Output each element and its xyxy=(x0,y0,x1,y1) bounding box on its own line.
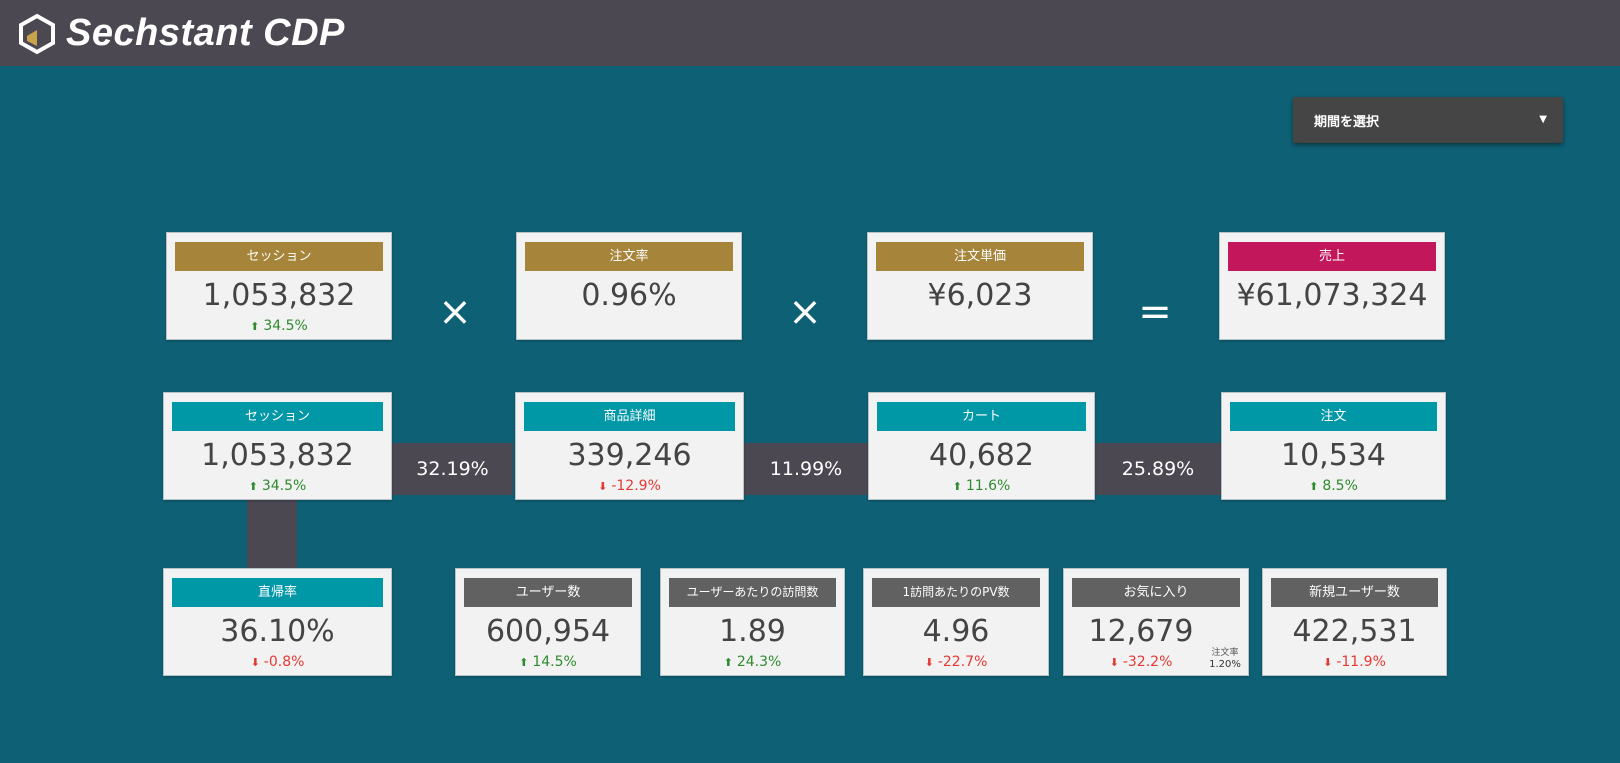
arrow-up-icon: ⬆ xyxy=(952,480,962,493)
arrow-down-icon: ⬇ xyxy=(598,480,608,493)
card-header: 商品詳細 xyxy=(524,402,735,431)
card-header: 注文 xyxy=(1230,402,1437,431)
card-change: ⬆ 34.5% xyxy=(250,318,308,334)
card-change: ⬇ -11.9% xyxy=(1323,654,1386,670)
card-change: ⬆ 34.5% xyxy=(248,478,307,494)
card-value: 1,053,832 xyxy=(202,278,356,313)
card-header: ユーザーあたりの訪問数 xyxy=(669,578,836,607)
card-value: 1,053,832 xyxy=(201,438,354,473)
conversion-rate-1: 32.19% xyxy=(392,443,513,495)
card-change: ⬇ -0.8% xyxy=(250,654,305,670)
funnel-product-detail-card: 商品詳細 339,246 ⬇ -12.9% xyxy=(515,392,744,500)
card-change: ⬇ -12.9% xyxy=(598,478,661,494)
card-change: ⬆ 24.3% xyxy=(723,654,782,670)
arrow-down-icon: ⬇ xyxy=(250,656,260,669)
arrow-up-icon: ⬆ xyxy=(519,656,529,669)
card-value: 36.10% xyxy=(220,614,335,649)
equals-operator: = xyxy=(1138,289,1172,335)
card-value: 1.89 xyxy=(719,614,786,649)
card-change: ⬇ -22.7% xyxy=(924,654,988,670)
card-value: 422,531 xyxy=(1292,614,1417,649)
card-change: ⬆ 8.5% xyxy=(1309,478,1358,494)
card-value: 10,534 xyxy=(1281,438,1386,473)
conversion-rate-3: 25.89% xyxy=(1095,443,1221,495)
card-value: 40,682 xyxy=(929,438,1034,473)
card-header: ユーザー数 xyxy=(464,578,632,607)
card-value: 4.96 xyxy=(922,614,990,649)
pv-per-visit-card: 1訪問あたりのPV数 4.96 ⬇ -22.7% xyxy=(863,568,1049,676)
multiply-operator: × xyxy=(438,289,472,335)
app-title: Sechstant CDP xyxy=(66,12,345,54)
card-change: ⬆ 11.6% xyxy=(952,478,1011,494)
arrow-down-icon: ⬇ xyxy=(1323,656,1333,669)
card-header: 新規ユーザー数 xyxy=(1271,578,1438,607)
card-header: 売上 xyxy=(1228,242,1436,271)
visits-per-user-card: ユーザーあたりの訪問数 1.89 ⬆ 24.3% xyxy=(660,568,845,676)
card-change: ⬇ -32.2% xyxy=(1109,654,1173,670)
period-select-label: 期間を選択 xyxy=(1314,115,1380,130)
card-header: 直帰率 xyxy=(172,578,383,607)
card-value: 0.96% xyxy=(581,278,677,313)
favorites-order-rate-label: 注文率 xyxy=(1211,648,1239,658)
card-value: 12,679 xyxy=(1088,614,1194,649)
bounce-connector xyxy=(247,498,297,570)
formula-sessions-card: セッション 1,053,832 ⬆ 34.5% xyxy=(166,232,392,340)
formula-unit-price-card: 注文単価 ¥6,023 xyxy=(867,232,1093,340)
funnel-sessions-card: セッション 1,053,832 ⬆ 34.5% xyxy=(163,392,392,500)
card-value: ¥6,023 xyxy=(927,278,1033,313)
favorites-card: お気に入り 12,679 ⬇ -32.2% 注文率 1.20% xyxy=(1063,568,1249,676)
card-header: 1訪問あたりのPV数 xyxy=(872,578,1040,607)
arrow-up-icon: ⬆ xyxy=(250,320,260,333)
card-change: ⬆ 14.5% xyxy=(519,654,577,670)
card-value: ¥61,073,324 xyxy=(1236,278,1428,313)
caret-down-icon: ▼ xyxy=(1539,114,1547,125)
app-header: Sechstant CDP xyxy=(0,0,1620,66)
users-card: ユーザー数 600,954 ⬆ 14.5% xyxy=(455,568,641,676)
arrow-up-icon: ⬆ xyxy=(248,480,258,493)
arrow-up-icon: ⬆ xyxy=(1309,480,1319,493)
arrow-down-icon: ⬇ xyxy=(1109,656,1119,669)
period-select[interactable]: 期間を選択 ▼ xyxy=(1293,97,1563,143)
arrow-down-icon: ⬇ xyxy=(924,656,934,669)
card-value: 600,954 xyxy=(485,614,611,649)
bounce-rate-card: 直帰率 36.10% ⬇ -0.8% xyxy=(163,568,392,676)
card-value: 339,246 xyxy=(567,438,692,473)
card-header: お気に入り xyxy=(1072,578,1240,607)
funnel-cart-card: カート 40,682 ⬆ 11.6% xyxy=(868,392,1095,500)
card-header: カート xyxy=(877,402,1086,431)
card-header: セッション xyxy=(175,242,383,271)
card-header: セッション xyxy=(172,402,383,431)
favorites-order-rate-value: 1.20% xyxy=(1209,659,1241,670)
new-users-card: 新規ユーザー数 422,531 ⬇ -11.9% xyxy=(1262,568,1447,676)
formula-order-rate-card: 注文率 0.96% xyxy=(516,232,742,340)
conversion-rate-2: 11.99% xyxy=(744,443,868,495)
hexagon-logo-icon xyxy=(19,13,55,55)
formula-sales-card: 売上 ¥61,073,324 xyxy=(1219,232,1445,340)
multiply-operator: × xyxy=(788,289,822,335)
card-header: 注文率 xyxy=(525,242,733,271)
arrow-up-icon: ⬆ xyxy=(723,656,733,669)
card-header: 注文単価 xyxy=(876,242,1084,271)
funnel-orders-card: 注文 10,534 ⬆ 8.5% xyxy=(1221,392,1446,500)
